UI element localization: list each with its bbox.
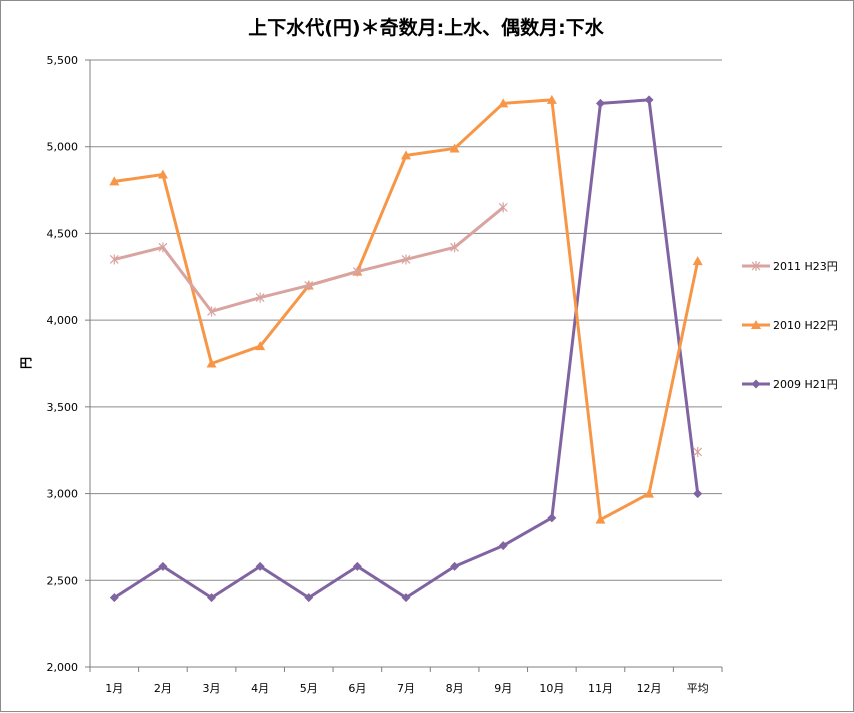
x-axis-ticks: 1月 2月 3月 4月 5月 6月 7月 8月 9月 10月 11月 12月 平均 (105, 682, 708, 695)
x-tick-label: 8月 (446, 682, 464, 695)
y-tick-label: 2,500 (47, 574, 79, 587)
series-line (113, 206, 505, 313)
legend-label: 2009 H21円 (773, 378, 838, 391)
chart-title: 上下水代(円)＊奇数月:上水、偶数月:下水 (248, 16, 605, 39)
y-tick-label: 4,500 (47, 227, 79, 240)
x-tick-label: 12月 (637, 682, 662, 695)
y-tick-label: 4,000 (47, 314, 79, 327)
star-marker (693, 446, 703, 457)
diamond-marker (595, 98, 605, 108)
star-marker (498, 202, 508, 213)
x-tick-label: 3月 (203, 682, 221, 695)
series-star (109, 202, 703, 457)
y-tick-label: 5,000 (47, 141, 79, 154)
star-marker (352, 266, 362, 277)
triangle-marker (157, 169, 168, 179)
series-line (113, 98, 700, 600)
y-axis-ticks: 2,000 2,500 3,000 3,500 4,000 4,500 5,000 5,500 (47, 54, 79, 674)
diamond-marker (109, 593, 119, 603)
y-tick-label: 3,500 (47, 401, 79, 414)
legend-item: 2010 H22円 (742, 319, 838, 332)
star-marker (158, 242, 168, 253)
diamond-marker (401, 593, 411, 603)
diamond-marker (547, 513, 557, 523)
x-tick-label: 平均 (687, 682, 709, 695)
series-triangle (109, 94, 703, 524)
diamond-marker (644, 95, 654, 105)
triangle-marker (692, 256, 703, 266)
star-marker (751, 261, 761, 271)
legend-label: 2011 H23円 (773, 260, 838, 273)
diamond-marker (352, 561, 362, 571)
diamond-marker (207, 593, 217, 603)
star-marker (450, 242, 460, 253)
diamond-marker (255, 561, 265, 571)
x-tick-label: 10月 (539, 682, 564, 695)
legend-label: 2010 H22円 (773, 319, 838, 332)
x-tick-label: 9月 (494, 682, 512, 695)
triangle-marker (206, 358, 217, 368)
y-tick-label: 5,500 (47, 54, 79, 67)
triangle-marker (644, 488, 655, 498)
y-axis-label: 円 (19, 357, 33, 369)
star-marker (207, 306, 216, 317)
triangle-marker (449, 143, 460, 153)
legend-item: 2011 H23円 (742, 260, 838, 273)
x-tick-label: 11月 (588, 682, 613, 695)
legend: 2011 H23円 2010 H22円 2009 H21円 (742, 260, 838, 391)
x-tick-label: 7月 (397, 682, 415, 695)
triangle-marker (109, 176, 120, 186)
x-tick-label: 6月 (348, 682, 366, 695)
triangle-marker (546, 94, 557, 104)
y-tick-label: 3,000 (47, 488, 79, 501)
diamond-marker (450, 561, 460, 571)
diamond-marker (693, 489, 703, 499)
star-marker (401, 254, 411, 265)
diamond-marker (158, 561, 168, 571)
triangle-marker (255, 341, 266, 351)
x-tick-label: 5月 (300, 682, 318, 695)
y-tick-label: 2,000 (47, 661, 79, 674)
x-tick-label: 1月 (105, 682, 123, 695)
diamond-marker (751, 379, 761, 389)
gridlines (85, 59, 723, 672)
series-diamond (109, 95, 703, 603)
diamond-marker (304, 593, 314, 603)
triangle-marker (498, 98, 509, 108)
legend-item: 2009 H21円 (742, 378, 838, 391)
triangle-marker (751, 320, 761, 329)
series-line (114, 98, 700, 522)
triangle-marker (595, 514, 606, 524)
star-marker (255, 292, 265, 303)
x-tick-label: 4月 (251, 682, 269, 695)
series-group (109, 94, 703, 603)
triangle-marker (401, 150, 411, 160)
diamond-marker (498, 541, 508, 551)
star-marker (304, 280, 314, 291)
x-tick-label: 2月 (154, 682, 172, 695)
star-marker (109, 254, 119, 265)
